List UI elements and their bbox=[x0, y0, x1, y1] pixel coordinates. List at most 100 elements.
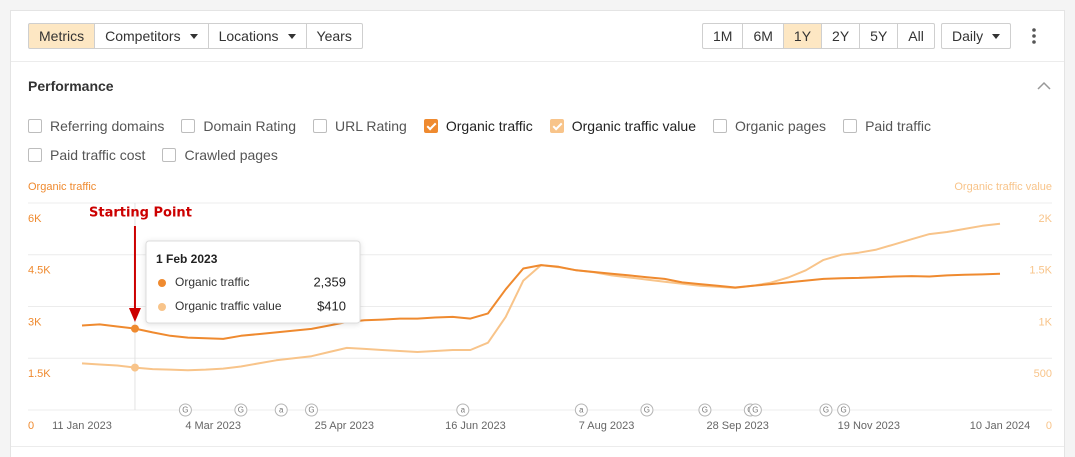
event-label: G bbox=[752, 406, 758, 415]
tab-button[interactable]: Years bbox=[305, 23, 363, 49]
range-button[interactable]: 1M bbox=[702, 23, 744, 49]
caret bbox=[992, 33, 1001, 39]
checkbox bbox=[162, 147, 177, 162]
y-tick-label: 4.5K bbox=[28, 265, 51, 277]
event-label: G bbox=[644, 406, 650, 415]
axis-title: Organic traffic value bbox=[954, 181, 1052, 193]
event-label: G bbox=[823, 406, 829, 415]
tab-label: Locations bbox=[218, 28, 279, 44]
metric-label: Paid traffic bbox=[865, 117, 931, 134]
menu-button[interactable] bbox=[1030, 27, 1038, 45]
y-tick-label: 1.5K bbox=[28, 368, 51, 380]
metric-checkbox[interactable]: Crawled pages bbox=[162, 145, 278, 164]
x-tick-label: 28 Sep 2023 bbox=[707, 420, 769, 432]
interval-label: Daily bbox=[952, 28, 984, 44]
event-marker bbox=[837, 403, 851, 417]
event-label: G bbox=[238, 406, 244, 415]
y2-tick-label: 1.5K bbox=[1029, 265, 1052, 277]
collapse-button[interactable] bbox=[1037, 81, 1051, 91]
hover-dot bbox=[130, 363, 139, 372]
tab-label: Competitors bbox=[105, 28, 181, 44]
tab-group: Metrics Competitors Locations Years bbox=[28, 23, 363, 49]
checkbox bbox=[28, 147, 42, 162]
caret bbox=[287, 33, 296, 39]
annotation-arrowhead bbox=[128, 308, 141, 322]
tab-button[interactable]: Locations bbox=[207, 23, 307, 49]
y-tick-label: 0 bbox=[28, 420, 34, 432]
y2-tick-label: 0 bbox=[1046, 420, 1052, 432]
series-line bbox=[81, 264, 1001, 340]
metric-checkbox[interactable]: Referring domains bbox=[28, 116, 164, 135]
metric-checkbox[interactable]: Organic traffic bbox=[423, 116, 533, 135]
event-marker bbox=[748, 403, 762, 417]
tooltip-dot bbox=[158, 279, 166, 287]
event-label: G bbox=[308, 406, 314, 415]
tab-label: Metrics bbox=[39, 28, 85, 44]
tooltip-value: 2,359 bbox=[313, 274, 346, 289]
event-marker bbox=[234, 403, 248, 417]
hover-dot bbox=[130, 324, 139, 333]
range-button[interactable]: 1Y bbox=[782, 23, 823, 49]
tooltip-value: $410 bbox=[317, 298, 346, 313]
checkbox bbox=[549, 118, 564, 133]
event-label: G bbox=[182, 406, 188, 415]
metric-label: Paid traffic cost bbox=[50, 146, 146, 163]
tooltip-name: Organic traffic value bbox=[175, 299, 282, 313]
metric-checkbox[interactable]: Domain Rating bbox=[181, 116, 296, 135]
checkbox bbox=[28, 118, 42, 133]
x-tick-label: 11 Jan 2023 bbox=[52, 420, 112, 432]
event-label: a bbox=[279, 406, 284, 415]
event-marker bbox=[274, 403, 288, 417]
x-tick-label: 16 Jun 2023 bbox=[445, 420, 506, 432]
metric-label: Organic traffic value bbox=[571, 117, 696, 134]
metric-label: Organic traffic bbox=[445, 117, 533, 134]
checkbox bbox=[423, 118, 438, 133]
section-title: Performance bbox=[28, 78, 114, 94]
event-label: a bbox=[461, 406, 466, 415]
event-marker bbox=[305, 403, 318, 417]
x-tick-label: 4 Mar 2023 bbox=[185, 420, 241, 432]
tooltip-box bbox=[145, 240, 361, 324]
metric-checkbox[interactable]: Paid traffic cost bbox=[28, 145, 145, 164]
metric-label: Referring domains bbox=[50, 117, 165, 134]
y-tick-label: 3K bbox=[28, 316, 42, 328]
x-tick-label: 19 Nov 2023 bbox=[838, 420, 900, 432]
range-button[interactable]: 2Y bbox=[821, 23, 861, 49]
y-tick-label: 6K bbox=[28, 213, 42, 225]
tab-label: Years bbox=[316, 28, 352, 44]
checkbox bbox=[313, 118, 327, 133]
y2-tick-label: 500 bbox=[1034, 368, 1052, 380]
event-label: a bbox=[579, 406, 584, 415]
range-group: 1M 6M 1Y 2Y 5Y All bbox=[702, 23, 935, 49]
event-label: G bbox=[841, 406, 847, 415]
range-button[interactable]: All bbox=[897, 23, 935, 49]
y2-tick-label: 1K bbox=[1039, 316, 1053, 328]
x-tick-label: 7 Aug 2023 bbox=[579, 420, 635, 432]
checkbox bbox=[713, 118, 727, 133]
range-button[interactable]: 6M bbox=[742, 23, 784, 49]
event-label: G bbox=[702, 406, 708, 415]
metric-checkbox[interactable]: Organic pages bbox=[713, 116, 826, 135]
tab-button[interactable]: Metrics bbox=[28, 23, 96, 49]
caret bbox=[189, 33, 198, 39]
checkbox bbox=[843, 118, 858, 133]
annotation: Starting Point bbox=[89, 206, 192, 221]
x-tick-label: 10 Jan 2024 bbox=[970, 420, 1031, 432]
interval-select[interactable]: Daily bbox=[941, 23, 1012, 49]
divider bbox=[11, 61, 1064, 62]
event-marker bbox=[819, 403, 833, 417]
interval-group: Daily bbox=[941, 23, 1012, 49]
metric-label: Domain Rating bbox=[203, 117, 296, 134]
card: Metrics Competitors Locations Years 1M 6M 1Y 2… bbox=[10, 10, 1065, 457]
metric-list: Referring domains Domain Rating URL Rating… bbox=[28, 116, 1058, 164]
event-marker bbox=[178, 403, 192, 417]
checkbox bbox=[181, 118, 196, 133]
metric-label: Organic pages bbox=[735, 117, 827, 134]
tooltip-name: Organic traffic bbox=[175, 275, 249, 289]
event-marker bbox=[456, 403, 470, 417]
event-marker bbox=[574, 403, 588, 417]
metric-checkbox[interactable]: Organic traffic value bbox=[549, 116, 696, 135]
metric-checkbox[interactable]: Paid traffic bbox=[843, 116, 931, 135]
metric-checkbox[interactable]: URL Rating bbox=[313, 116, 407, 135]
